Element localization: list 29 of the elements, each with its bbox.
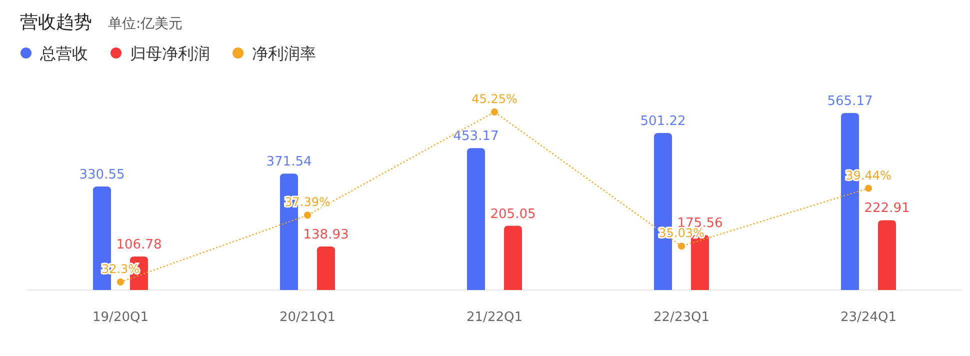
bar bbox=[467, 148, 485, 290]
x-tick-label: 23/24Q1 bbox=[840, 310, 896, 326]
data-label: 565.17 bbox=[827, 94, 873, 109]
data-label: 205.05 bbox=[490, 206, 536, 222]
data-label: 45.25% bbox=[472, 92, 518, 106]
chart-subtitle: 单位:亿美元 bbox=[108, 16, 183, 32]
data-label: 501.22 bbox=[640, 114, 686, 130]
chart-title: 营收趋势 bbox=[20, 12, 92, 33]
data-label: 330.55 bbox=[79, 167, 125, 182]
bar bbox=[504, 226, 522, 290]
data-label: 222.91 bbox=[864, 201, 910, 216]
bar bbox=[878, 220, 896, 290]
point bbox=[864, 184, 872, 192]
point bbox=[304, 212, 312, 219]
data-label: 106.78 bbox=[116, 238, 162, 253]
data-label: 138.93 bbox=[303, 227, 349, 242]
legend-label: 总营收 bbox=[39, 44, 88, 63]
x-tick-label: 22/23Q1 bbox=[654, 310, 710, 326]
legend-label: 净利润率 bbox=[252, 44, 316, 63]
point bbox=[116, 278, 124, 286]
x-tick-label: 19/20Q1 bbox=[92, 310, 148, 326]
bar bbox=[317, 246, 335, 290]
x-tick-label: 20/21Q1 bbox=[280, 310, 336, 326]
x-tick-label: 21/22Q1 bbox=[466, 310, 522, 326]
data-label: 371.54 bbox=[266, 154, 312, 170]
legend-label: 归母净利润 bbox=[130, 44, 210, 63]
point bbox=[678, 242, 686, 250]
point bbox=[490, 108, 498, 116]
data-label: 453.17 bbox=[453, 129, 499, 144]
